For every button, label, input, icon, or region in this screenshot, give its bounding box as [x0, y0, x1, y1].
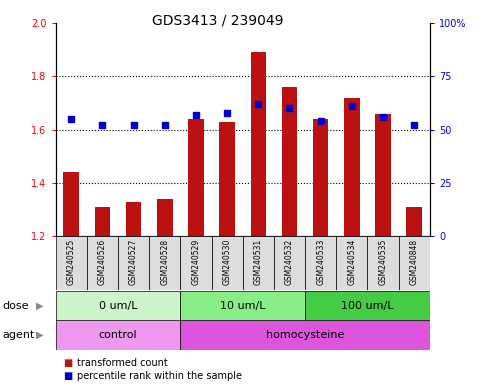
Bar — [305, 236, 336, 290]
Bar — [149, 236, 180, 290]
Text: 0 um/L: 0 um/L — [99, 301, 137, 311]
Bar — [56, 320, 180, 350]
Text: agent: agent — [2, 330, 35, 340]
Bar — [118, 236, 149, 290]
Text: ■: ■ — [63, 358, 72, 368]
Text: GSM240848: GSM240848 — [410, 239, 419, 285]
Bar — [95, 207, 110, 236]
Bar — [188, 119, 204, 236]
Text: GSM240533: GSM240533 — [316, 239, 325, 285]
Text: ▶: ▶ — [36, 330, 44, 340]
Text: GSM240535: GSM240535 — [379, 239, 387, 285]
Bar — [398, 236, 430, 290]
Text: 100 um/L: 100 um/L — [341, 301, 394, 311]
Bar — [180, 236, 212, 290]
Bar — [274, 236, 305, 290]
Text: ▶: ▶ — [36, 301, 44, 311]
Text: percentile rank within the sample: percentile rank within the sample — [77, 371, 242, 381]
Bar — [212, 236, 242, 290]
Bar — [157, 199, 172, 236]
Text: 10 um/L: 10 um/L — [220, 301, 266, 311]
Bar — [180, 291, 305, 321]
Bar — [56, 236, 87, 290]
Bar — [242, 236, 274, 290]
Text: GSM240528: GSM240528 — [160, 239, 169, 285]
Text: GSM240534: GSM240534 — [347, 239, 356, 285]
Text: GSM240529: GSM240529 — [191, 239, 200, 285]
Bar — [219, 122, 235, 236]
Bar — [344, 98, 360, 236]
Text: GSM240527: GSM240527 — [129, 239, 138, 285]
Text: homocysteine: homocysteine — [266, 330, 344, 340]
Bar — [126, 202, 142, 236]
Bar — [180, 320, 430, 350]
Bar — [375, 114, 391, 236]
Text: ■: ■ — [63, 371, 72, 381]
Text: GSM240526: GSM240526 — [98, 239, 107, 285]
Bar — [63, 172, 79, 236]
Bar — [336, 236, 368, 290]
Text: GDS3413 / 239049: GDS3413 / 239049 — [152, 13, 283, 27]
Text: GSM240525: GSM240525 — [67, 239, 76, 285]
Bar — [368, 236, 398, 290]
Bar — [313, 119, 328, 236]
Text: dose: dose — [2, 301, 29, 311]
Text: transformed count: transformed count — [77, 358, 168, 368]
Bar — [251, 52, 266, 236]
Text: control: control — [99, 330, 137, 340]
Bar — [282, 87, 298, 236]
Bar — [407, 207, 422, 236]
Bar — [305, 291, 430, 321]
Text: GSM240531: GSM240531 — [254, 239, 263, 285]
Bar — [56, 291, 180, 321]
Bar — [87, 236, 118, 290]
Text: GSM240532: GSM240532 — [285, 239, 294, 285]
Text: GSM240530: GSM240530 — [223, 239, 232, 285]
